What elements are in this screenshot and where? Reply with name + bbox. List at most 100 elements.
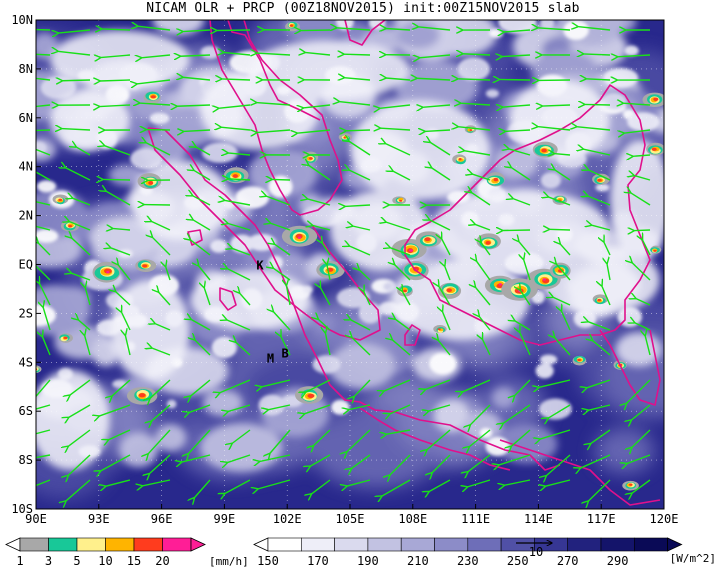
wind-vector <box>62 80 91 81</box>
wind-vector <box>38 243 51 256</box>
wind-vector <box>36 129 51 132</box>
wind-vector <box>469 429 491 447</box>
wind-vector <box>188 429 211 454</box>
lat-label: 10N <box>11 13 33 27</box>
wind-vector <box>430 142 451 156</box>
wind-vector <box>537 127 571 131</box>
wind-vector <box>190 379 211 396</box>
wind-vector <box>380 128 411 130</box>
wind-vector <box>43 307 51 331</box>
wind-vector <box>311 479 331 494</box>
wind-vector <box>631 404 651 420</box>
wind-vector <box>274 244 291 256</box>
wind-vector <box>432 454 451 473</box>
wind-vector <box>227 454 251 463</box>
wind-vector <box>428 404 451 411</box>
wind-vector <box>588 404 611 410</box>
prcp-colorbar-label: 3 <box>45 554 52 568</box>
wind-vector <box>236 342 251 356</box>
wind-vector <box>624 129 651 133</box>
wind-vector <box>78 320 91 331</box>
wind-vector <box>479 316 491 331</box>
wind-vector <box>586 379 611 388</box>
wind-vector <box>227 269 251 281</box>
wind-vector <box>508 149 531 156</box>
wind-vector <box>69 221 91 231</box>
wind-vector <box>359 270 371 281</box>
prcp-colorbar-label: 1 <box>16 554 23 568</box>
wind-vector <box>181 454 211 462</box>
wind-vector <box>36 265 51 281</box>
wind-vector <box>36 379 51 398</box>
wind-vector <box>458 79 491 80</box>
lon-label: 117E <box>587 512 616 526</box>
wind-vector <box>602 286 611 306</box>
wind-vector <box>281 336 291 356</box>
wind-vector <box>429 220 451 231</box>
wind-vector <box>99 404 131 416</box>
wind-vector <box>312 225 331 231</box>
wind-vector <box>546 454 571 476</box>
wind-vector <box>158 292 171 306</box>
wind-vector <box>344 54 371 55</box>
wind-vector <box>183 77 211 80</box>
wind-vector <box>307 199 331 206</box>
lat-label: 8N <box>19 62 33 76</box>
wind-vector <box>146 143 171 156</box>
prcp-colorbar-segment <box>19 537 49 552</box>
wind-vector <box>336 28 371 30</box>
wind-vector <box>221 127 251 130</box>
place-label: B <box>281 346 288 360</box>
wind-vector <box>320 287 331 306</box>
wind-vectors <box>36 26 651 501</box>
wind-vector <box>259 454 291 462</box>
olr-colorbar-label: 210 <box>407 554 429 568</box>
wind-vector <box>256 130 291 133</box>
wind-vector <box>354 379 371 397</box>
wind-vector <box>224 479 251 494</box>
wind-vector <box>481 242 491 256</box>
prcp-colorbar-segment <box>105 537 135 552</box>
wind-vector <box>104 146 131 156</box>
wind-vector <box>422 105 451 107</box>
wind-vector <box>545 479 571 486</box>
wind-vector <box>266 196 291 206</box>
olr-colorbar-label: 230 <box>457 554 479 568</box>
wind-vector <box>224 200 251 206</box>
lon-label: 105E <box>336 512 365 526</box>
wind-vector <box>586 79 611 80</box>
wind-vector <box>632 429 651 448</box>
wind-vector <box>258 479 291 489</box>
prcp-colorbar-segment <box>133 537 163 552</box>
wind-vector <box>429 479 451 492</box>
wind-vector <box>627 454 651 464</box>
olr-colorbar-segment <box>300 537 335 552</box>
olr-colorbar-label: 250 <box>507 554 529 568</box>
olr-colorbar-label: 190 <box>357 554 379 568</box>
wind-vector <box>300 30 331 31</box>
wind-vector <box>438 340 451 356</box>
olr-colorbar-segment <box>367 537 402 552</box>
wind-vector <box>395 319 411 331</box>
wind-vector <box>304 404 331 414</box>
wind-vector <box>226 320 251 331</box>
wind-vector <box>36 225 51 231</box>
wind-vector <box>305 379 331 392</box>
olr-colorbar-segment <box>267 537 302 552</box>
wind-vector <box>386 222 411 231</box>
wind-vector <box>218 104 251 108</box>
wind-vector <box>151 221 171 231</box>
prcp-units: [mm/h] <box>209 555 249 568</box>
wind-vector <box>537 28 571 30</box>
wind-vector <box>141 55 171 58</box>
wind-vector <box>112 379 131 396</box>
wind-vector <box>228 404 251 412</box>
wind-vector <box>322 243 331 256</box>
olr-colorbar-label: 150 <box>257 554 279 568</box>
wind-vector <box>150 379 171 399</box>
wind-vector <box>112 228 131 230</box>
wind-vector <box>390 454 411 475</box>
wind-vector <box>590 429 611 444</box>
wind-vector <box>348 404 371 410</box>
wind-vector <box>542 105 571 106</box>
